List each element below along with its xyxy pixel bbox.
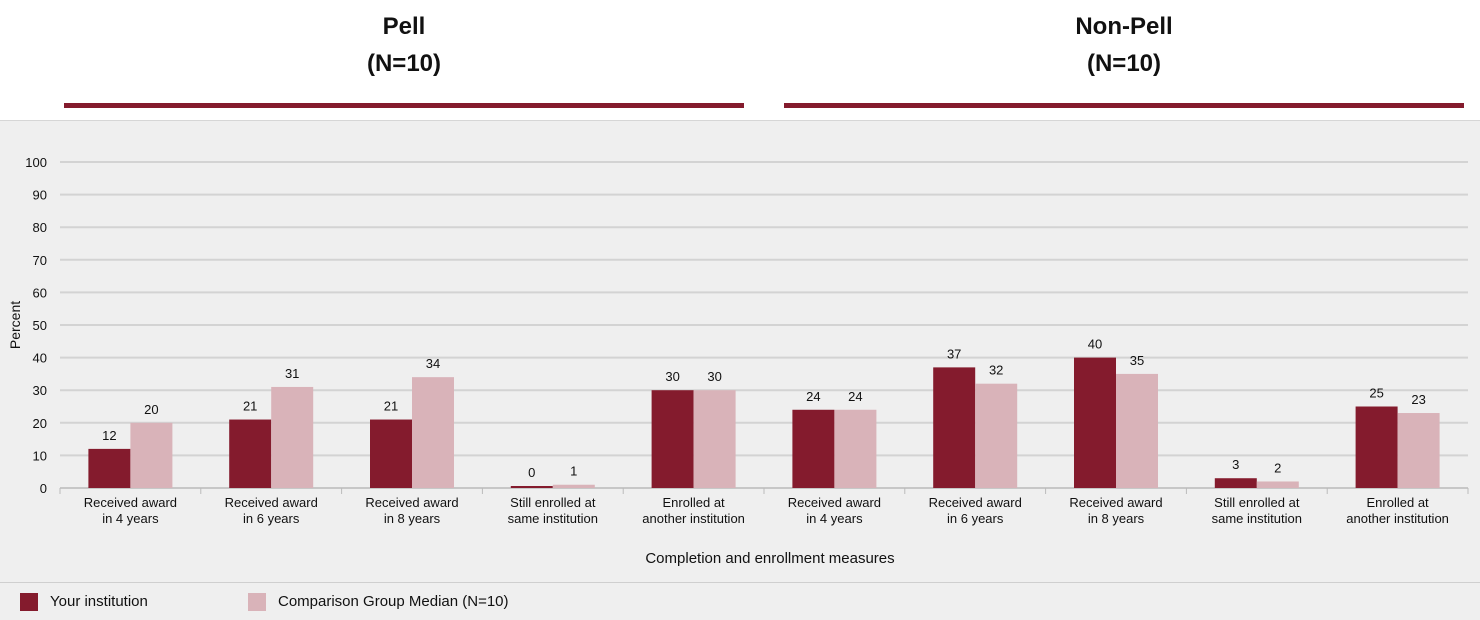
x-tick-label: Enrolled at <box>1367 495 1430 510</box>
x-tick-label: in 6 years <box>243 511 300 526</box>
bar-value-label: 30 <box>707 369 721 384</box>
y-tick-label: 40 <box>33 351 47 366</box>
y-tick-label: 10 <box>33 448 47 463</box>
x-tick-label: same institution <box>508 511 598 526</box>
pell-group-rule <box>64 103 744 108</box>
x-tick-label: Enrolled at <box>663 495 726 510</box>
bar-value-label: 32 <box>989 363 1003 378</box>
bar-comparison <box>552 484 595 488</box>
bar-your-institution <box>792 409 835 488</box>
x-tick-label: Received award <box>788 495 881 510</box>
y-tick-label: 80 <box>33 220 47 235</box>
bar-your-institution <box>933 367 976 488</box>
bar-value-label: 34 <box>426 356 440 371</box>
legend-item-comparison: Comparison Group Median (N=10) <box>248 583 509 620</box>
y-tick-label: 0 <box>40 481 47 496</box>
bar-comparison <box>975 383 1018 488</box>
bar-value-label: 24 <box>848 389 862 404</box>
y-tick-label: 60 <box>33 285 47 300</box>
bar-comparison <box>834 409 877 488</box>
bar-comparison <box>693 390 736 488</box>
x-tick-label: another institution <box>642 511 745 526</box>
bar-comparison <box>1116 373 1158 488</box>
x-tick-label: Still enrolled at <box>1214 495 1300 510</box>
non-pell-subtitle: (N=10) <box>1086 50 1162 77</box>
bar-value-label: 24 <box>806 389 820 404</box>
x-tick-label: Received award <box>1069 495 1162 510</box>
bar-value-label: 40 <box>1088 337 1102 352</box>
y-tick-label: 90 <box>33 188 47 203</box>
pell-subtitle: (N=10) <box>366 50 442 77</box>
bar-value-label: 25 <box>1369 386 1383 401</box>
x-axis-title: Completion and enrollment measures <box>645 550 894 567</box>
bar-your-institution <box>229 419 272 488</box>
bar-your-institution <box>1214 478 1257 488</box>
bar-your-institution <box>370 419 412 488</box>
x-tick-label: in 4 years <box>806 511 863 526</box>
bar-value-label: 37 <box>947 346 961 361</box>
bar-value-label: 30 <box>665 369 679 384</box>
legend-swatch-comparison <box>248 592 266 611</box>
pell-title: Pell <box>382 13 426 40</box>
bar-value-label: 21 <box>384 399 398 414</box>
x-tick-label: Received award <box>929 495 1022 510</box>
bar-your-institution <box>510 486 553 488</box>
bar-value-label: 2 <box>1274 460 1281 475</box>
legend-item-your-institution: Your institution <box>20 583 148 620</box>
bar-your-institution <box>1074 357 1116 488</box>
x-tick-label: same institution <box>1212 511 1302 526</box>
x-tick-label: in 6 years <box>947 511 1004 526</box>
bar-value-label: 12 <box>102 428 116 443</box>
y-tick-label: 50 <box>33 318 47 333</box>
chart-panel: 0 10 20 30 40 50 60 70 80 90 100 12 21 21 0 30 24 37 40 3 25… <box>0 120 1480 620</box>
legend: Your institution Comparison Group Median… <box>0 582 1480 620</box>
x-tick-label: in 8 years <box>384 511 441 526</box>
bar-value-label: 0 <box>528 465 535 480</box>
legend-label-comparison: Comparison Group Median (N=10) <box>278 593 509 610</box>
x-tick-label: another institution <box>1346 511 1449 526</box>
bar-value-label: 3 <box>1232 457 1239 472</box>
bar-comparison <box>1397 413 1440 488</box>
bar-value-label: 31 <box>285 366 299 381</box>
non-pell-group-rule <box>784 103 1464 108</box>
non-pell-group-title: Non-Pell (N=10) <box>784 8 1464 82</box>
x-tick-label: in 4 years <box>102 511 159 526</box>
legend-swatch-your-institution <box>20 592 38 611</box>
bar-value-label: 20 <box>144 402 158 417</box>
bar-comparison <box>412 377 454 488</box>
y-tick-label: 70 <box>33 253 47 268</box>
bar-your-institution <box>88 448 131 488</box>
x-tick-label: Received award <box>225 495 318 510</box>
y-axis-title: Percent <box>7 301 23 349</box>
bar-comparison <box>130 422 173 488</box>
y-tick-label: 100 <box>25 155 47 170</box>
bar-your-institution <box>1355 406 1398 488</box>
non-pell-title: Non-Pell <box>1075 13 1173 40</box>
y-tick-label: 20 <box>33 416 47 431</box>
bar-your-institution <box>651 390 694 488</box>
y-tick-label: 30 <box>33 383 47 398</box>
legend-label-your-institution: Your institution <box>50 593 148 610</box>
bar-comparison <box>1256 481 1299 488</box>
bar-value-label: 23 <box>1411 392 1425 407</box>
bar-value-label: 21 <box>243 399 257 414</box>
x-tick-label: Received award <box>365 495 458 510</box>
bar-comparison <box>271 386 314 488</box>
pell-group-title: Pell (N=10) <box>64 8 744 82</box>
bar-value-label: 1 <box>570 464 577 479</box>
x-tick-label: Still enrolled at <box>510 495 596 510</box>
bar-value-label: 35 <box>1130 353 1144 368</box>
x-tick-label: Received award <box>84 495 177 510</box>
x-tick-label: in 8 years <box>1088 511 1145 526</box>
